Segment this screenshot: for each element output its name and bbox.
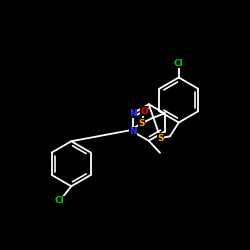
Text: Cl: Cl [174,59,184,68]
Text: S: S [157,134,164,143]
Text: O: O [140,107,148,116]
Text: N: N [129,109,137,118]
Text: N: N [129,127,137,136]
Text: S: S [138,119,145,128]
Text: Cl: Cl [55,196,64,205]
